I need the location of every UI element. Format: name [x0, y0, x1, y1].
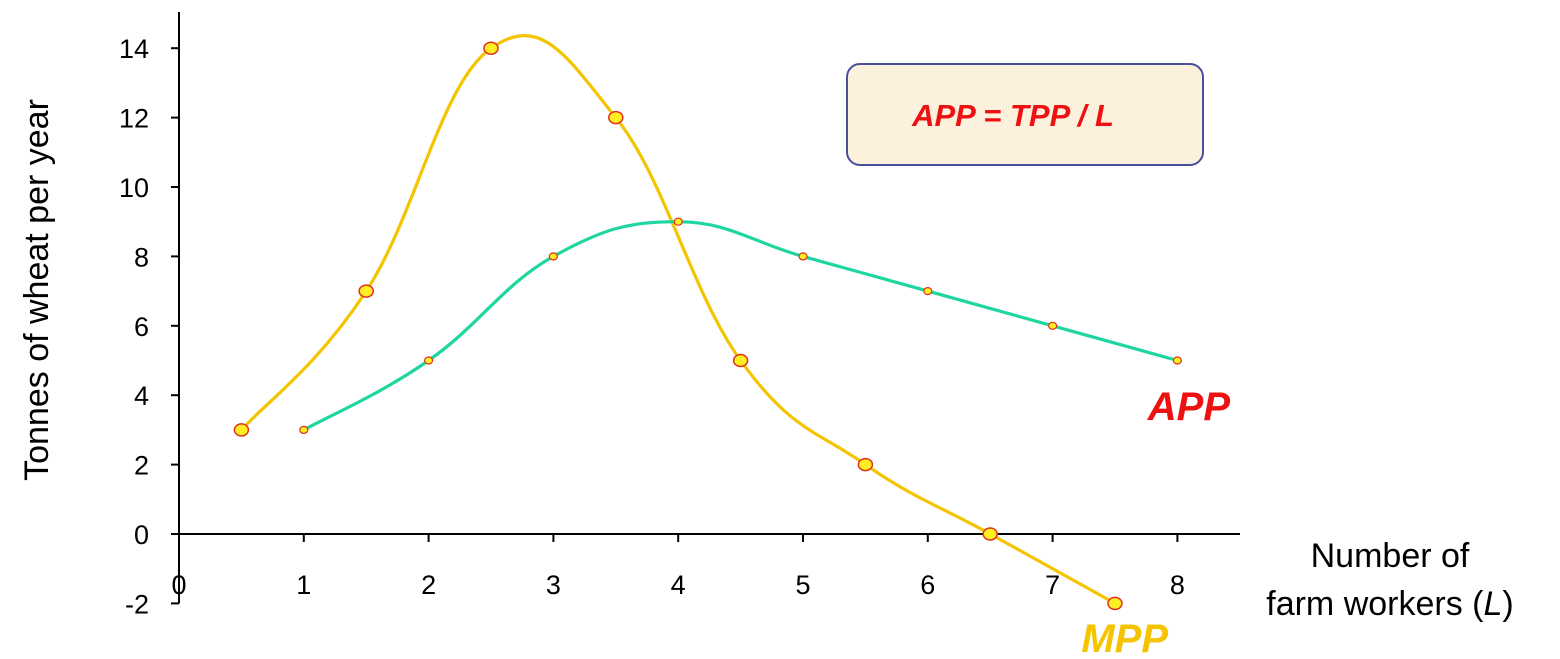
y-tick-label: 4: [134, 381, 149, 411]
y-tick-label: 8: [134, 242, 149, 272]
series-label-mpp: MPP: [1081, 617, 1168, 659]
data-point-mpp: [982, 527, 998, 541]
y-tick-label: 14: [119, 34, 149, 64]
data-point-mpp: [483, 41, 499, 55]
x-ticks: 0 1 2 3 4 5 6 7 8: [171, 534, 1185, 600]
series-label-app: APP: [1147, 385, 1231, 429]
data-point-mpp: [732, 353, 749, 368]
x-axis-title-line2: farm workers (L): [1266, 585, 1513, 623]
y-ticks: -2 0 2 4 6 8 10 12 14: [119, 34, 179, 619]
x-axis-title-variable: L: [1483, 585, 1502, 623]
formula-annotation: APP = TPP / L: [846, 63, 1204, 166]
x-tick-label: 2: [421, 570, 436, 600]
y-tick-label: -2: [125, 589, 149, 619]
marker-layer: [233, 41, 1183, 611]
y-axis-title: Tonnes of wheat per year: [18, 99, 56, 481]
formula-box: [846, 63, 1204, 166]
data-point-app: [548, 252, 559, 261]
y-tick-label: 6: [134, 312, 149, 342]
y-tick-label: 10: [119, 173, 149, 203]
x-tick-label: 7: [1045, 570, 1060, 600]
x-tick-label: 5: [795, 570, 810, 600]
x-tick-label: 8: [1170, 570, 1185, 600]
data-point-app: [1172, 356, 1183, 365]
data-point-mpp: [233, 423, 250, 437]
y-tick-label: 12: [119, 104, 149, 134]
x-tick-label: 4: [671, 570, 686, 600]
x-axis-title-prefix: farm workers (: [1266, 585, 1484, 623]
data-point-app: [1047, 321, 1058, 330]
x-tick-label: 6: [920, 570, 935, 600]
formula-text: APP = TPP / L: [911, 98, 1114, 133]
x-tick-label: 3: [546, 570, 561, 600]
data-point-app: [424, 356, 434, 365]
data-point-mpp: [1107, 596, 1123, 611]
data-point-app: [299, 425, 309, 434]
series-line-app: [303, 220, 1178, 432]
data-point-app: [798, 252, 808, 261]
data-point-mpp: [358, 284, 374, 298]
series-layer: [240, 34, 1178, 605]
data-point-mpp: [608, 110, 624, 125]
x-axis-title-suffix: ): [1502, 585, 1513, 623]
series-line-mpp: [240, 34, 1116, 605]
x-axis-title-line1: Number of: [1311, 537, 1470, 575]
x-tick-label: 0: [171, 570, 186, 600]
x-tick-label: 1: [296, 570, 311, 600]
y-tick-label: 2: [134, 451, 149, 481]
data-point-mpp: [857, 457, 874, 472]
y-tick-label: 0: [134, 520, 149, 550]
data-point-app: [923, 287, 933, 296]
data-point-app: [673, 217, 683, 226]
